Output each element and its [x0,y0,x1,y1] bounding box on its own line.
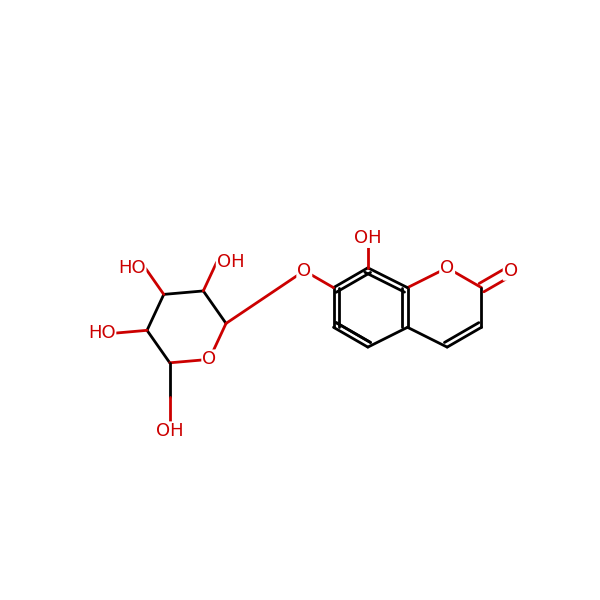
Text: HO: HO [88,324,115,342]
Text: OH: OH [354,229,382,247]
Text: OH: OH [156,422,184,440]
Text: O: O [297,262,311,280]
Text: O: O [440,259,454,277]
Text: O: O [202,350,217,368]
Text: OH: OH [217,253,244,271]
Text: HO: HO [118,259,146,277]
Text: O: O [503,262,518,280]
